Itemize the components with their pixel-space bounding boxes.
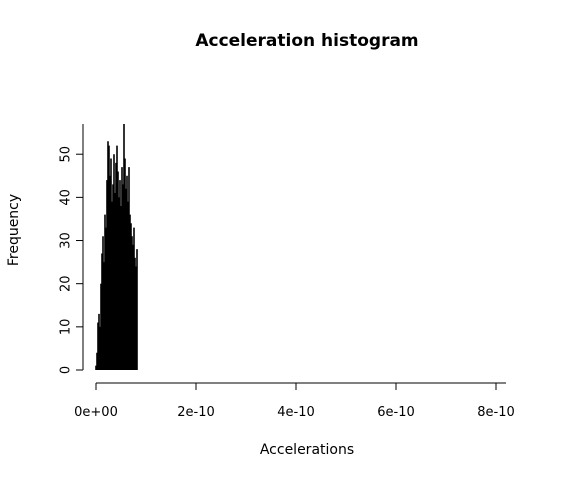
x-tick-label-1: 2e-10 bbox=[177, 405, 215, 420]
y-tick-label-0: 0 bbox=[59, 366, 74, 374]
y-axis-ticks: 0 10 20 30 40 50 bbox=[59, 146, 83, 374]
x-tick-label-0: 0e+00 bbox=[74, 405, 118, 420]
chart-title: Acceleration histogram bbox=[195, 31, 418, 51]
y-tick-label-5: 50 bbox=[59, 146, 74, 163]
x-axis-label: Accelerations bbox=[260, 442, 354, 458]
y-axis-label: Frequency bbox=[6, 194, 22, 266]
x-tick-label-4: 8e-10 bbox=[477, 405, 515, 420]
y-tick-label-1: 10 bbox=[59, 319, 74, 336]
histogram-bars bbox=[95, 124, 138, 370]
y-tick-label-2: 20 bbox=[59, 275, 74, 292]
x-tick-label-2: 4e-10 bbox=[277, 405, 315, 420]
y-tick-label-3: 30 bbox=[59, 232, 74, 249]
y-tick-label-4: 40 bbox=[59, 189, 74, 206]
x-axis-ticks: 0e+00 2e-10 4e-10 6e-10 8e-10 bbox=[74, 383, 515, 420]
x-tick-label-3: 6e-10 bbox=[377, 405, 415, 420]
